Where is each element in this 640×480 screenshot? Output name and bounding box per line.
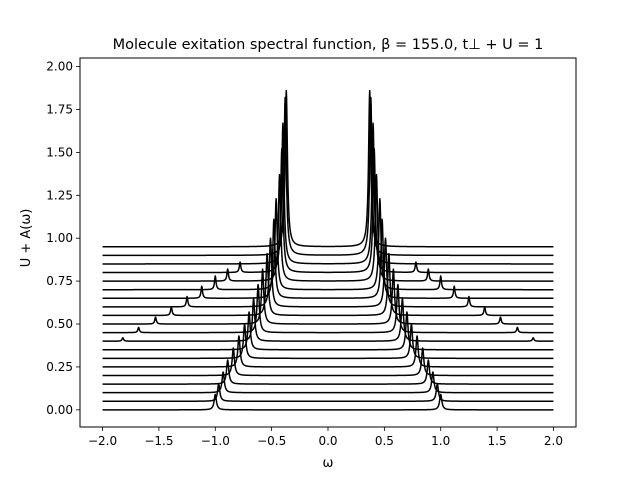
spectral-curve [102, 237, 554, 308]
y-tick-label: 2.00 [46, 60, 73, 74]
spectral-curve [102, 268, 554, 325]
y-axis-label: U + A(ω) [19, 209, 34, 268]
spectral-curve [102, 323, 554, 360]
curves-layer [102, 89, 554, 411]
x-tick-label: −1.0 [201, 434, 230, 448]
x-tick-label: 0.0 [318, 434, 337, 448]
spectral-curve [102, 347, 554, 377]
y-tick-label: 1.25 [46, 188, 73, 202]
y-tick-label: 0.00 [46, 403, 73, 417]
x-tick-label: 2.0 [544, 434, 563, 448]
x-ticks: −2.0 −1.5 −1.0 −0.5 0.0 0.5 1.0 1.5 2.0 [88, 427, 563, 448]
y-tick-label: 0.75 [46, 274, 73, 288]
x-axis-label: ω [323, 456, 334, 471]
x-tick-label: −0.5 [257, 434, 286, 448]
x-tick-label: 1.0 [431, 434, 450, 448]
chart-title: Molecule exitation spectral function, β … [113, 37, 544, 53]
x-tick-label: 1.5 [488, 434, 507, 448]
x-tick-label: 0.5 [375, 434, 394, 448]
y-tick-label: 1.75 [46, 102, 73, 116]
spectral-curve [102, 122, 554, 265]
x-tick-label: −1.5 [144, 434, 173, 448]
y-ticks: 0.00 0.25 0.50 0.75 1.00 1.25 1.50 1.75 2.00 [46, 60, 80, 417]
spectral-curve [102, 359, 554, 385]
spectral-curve [102, 393, 554, 411]
spectral-curve [102, 383, 554, 402]
spectral-curve [102, 297, 554, 342]
x-tick-label: −2.0 [88, 434, 117, 448]
spectral-curve [102, 283, 554, 334]
spectral-curve [102, 335, 554, 368]
y-tick-label: 1.00 [46, 231, 73, 245]
spectral-curve [102, 218, 554, 300]
y-tick-label: 0.50 [46, 317, 73, 331]
axes-frame [79, 57, 577, 428]
spectral-curve [102, 89, 554, 248]
spectral-curve [102, 252, 554, 317]
spectral-curve [102, 148, 554, 274]
spectral-curve [102, 96, 554, 257]
spectral-curve [102, 197, 554, 291]
y-tick-label: 0.25 [46, 360, 73, 374]
spectral-curve [102, 173, 554, 282]
y-tick-label: 1.50 [46, 145, 73, 159]
spectral-curve [102, 371, 554, 394]
spectral-curve [102, 311, 554, 351]
